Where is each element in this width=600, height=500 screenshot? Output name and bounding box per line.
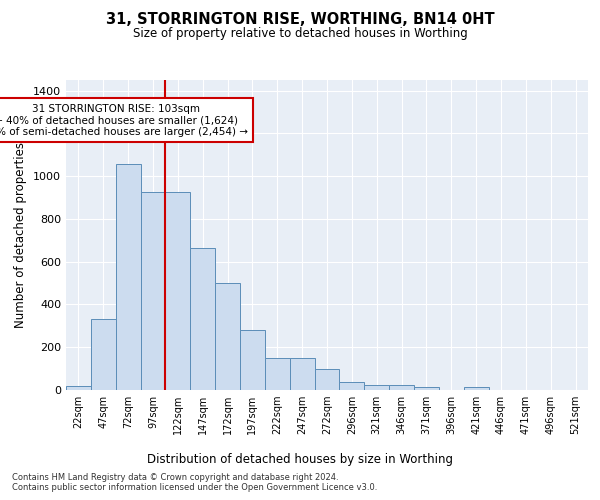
Bar — [314, 368, 340, 390]
Text: 31, STORRINGTON RISE, WORTHING, BN14 0HT: 31, STORRINGTON RISE, WORTHING, BN14 0HT — [106, 12, 494, 28]
Bar — [91, 320, 116, 390]
Bar — [116, 164, 140, 390]
Bar — [389, 386, 414, 390]
Bar — [364, 384, 389, 390]
Bar — [265, 358, 290, 390]
Bar — [290, 358, 314, 390]
Bar — [340, 382, 364, 390]
Bar — [215, 283, 240, 390]
Text: Size of property relative to detached houses in Worthing: Size of property relative to detached ho… — [133, 28, 467, 40]
Bar — [464, 388, 488, 390]
Bar — [140, 192, 166, 390]
Bar — [240, 330, 265, 390]
Text: Contains HM Land Registry data © Crown copyright and database right 2024.: Contains HM Land Registry data © Crown c… — [12, 472, 338, 482]
Bar — [66, 386, 91, 390]
Text: 31 STORRINGTON RISE: 103sqm
← 40% of detached houses are smaller (1,624)
60% of : 31 STORRINGTON RISE: 103sqm ← 40% of det… — [0, 104, 248, 136]
Y-axis label: Number of detached properties: Number of detached properties — [14, 142, 28, 328]
Bar — [414, 387, 439, 390]
Text: Distribution of detached houses by size in Worthing: Distribution of detached houses by size … — [147, 452, 453, 466]
Text: Contains public sector information licensed under the Open Government Licence v3: Contains public sector information licen… — [12, 484, 377, 492]
Bar — [166, 192, 190, 390]
Bar — [190, 248, 215, 390]
